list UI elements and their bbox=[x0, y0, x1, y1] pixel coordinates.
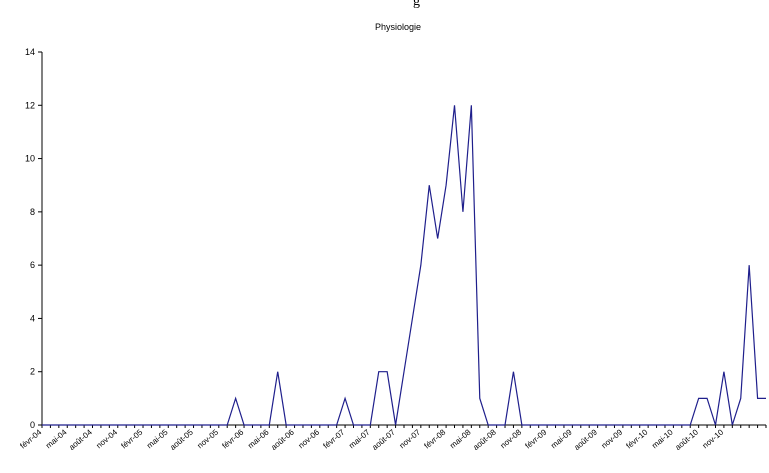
x-tick-label: août-07 bbox=[370, 427, 397, 452]
x-tick-label: août-04 bbox=[67, 427, 94, 452]
x-tick-label: févr-06 bbox=[220, 427, 245, 450]
chart-title: Physiologie bbox=[375, 22, 421, 32]
x-tick-label: févr-04 bbox=[18, 427, 43, 450]
clipped-heading-fragment: g bbox=[0, 0, 769, 12]
x-tick-label: nov-05 bbox=[196, 427, 221, 450]
x-tick-label: mai-04 bbox=[44, 427, 69, 450]
x-tick-label: août-06 bbox=[269, 427, 296, 452]
x-tick-label: août-10 bbox=[673, 427, 700, 452]
x-tick-label: mai-08 bbox=[448, 427, 473, 450]
series-layer bbox=[42, 105, 766, 426]
y-tick-label: 0 bbox=[30, 420, 35, 430]
x-tick-label: nov-06 bbox=[297, 427, 322, 450]
y-tick-label: 6 bbox=[30, 260, 35, 270]
y-tick-label: 4 bbox=[30, 313, 35, 323]
x-tick-label: nov-04 bbox=[95, 427, 120, 450]
y-tick-label: 12 bbox=[25, 100, 35, 110]
x-tick-label: août-05 bbox=[168, 427, 195, 452]
x-tick-label: févr-10 bbox=[625, 427, 650, 450]
x-tick-label: nov-10 bbox=[701, 427, 726, 450]
x-tick-label: févr-08 bbox=[423, 427, 448, 450]
x-tick-label: mai-07 bbox=[347, 427, 372, 450]
x-tick-label: nov-09 bbox=[600, 427, 625, 450]
x-tick-label: mai-06 bbox=[246, 427, 271, 450]
y-tick-label: 8 bbox=[30, 207, 35, 217]
x-tick-label: févr-07 bbox=[321, 427, 346, 450]
x-tick-label: août-08 bbox=[471, 427, 498, 452]
x-tick-label: nov-07 bbox=[398, 427, 423, 450]
clipped-heading-glyph: g bbox=[413, 0, 420, 9]
x-tick-label: août-09 bbox=[572, 427, 599, 452]
y-tick-label: 14 bbox=[25, 47, 35, 57]
x-tick-label: mai-10 bbox=[650, 427, 675, 450]
y-axis: 0 2 4 6 8 10 12 14 bbox=[25, 47, 43, 430]
y-tick-label: 2 bbox=[30, 367, 35, 377]
x-tick-label: nov-08 bbox=[499, 427, 524, 450]
x-tick-label: mai-09 bbox=[549, 427, 574, 450]
x-tick-label: févr-05 bbox=[119, 427, 144, 450]
series-line bbox=[42, 105, 766, 426]
y-tick-label: 10 bbox=[25, 154, 35, 164]
x-tick-label: mai-05 bbox=[145, 427, 170, 450]
x-tick-label: févr-09 bbox=[524, 427, 549, 450]
